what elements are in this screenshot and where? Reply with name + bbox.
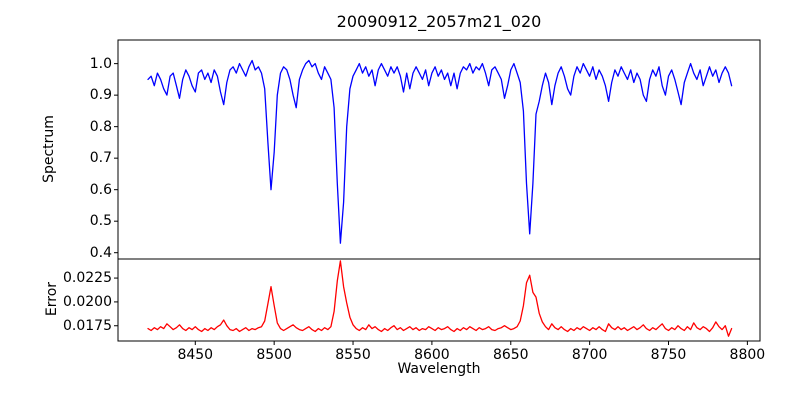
x-tick-label: 8550 <box>335 347 371 363</box>
spectrum-y-tick-label: 1.0 <box>89 55 112 72</box>
error-y-tick-label: 0.0225 <box>63 270 112 287</box>
spectrum-y-tick-label: 0.6 <box>89 181 112 198</box>
chart-title: 20090912_2057m21_020 <box>336 12 542 31</box>
spectrum-y-tick-label: 0.7 <box>89 150 112 167</box>
x-tick-label: 8450 <box>177 347 214 363</box>
error-panel-frame <box>117 258 761 342</box>
error-line <box>147 260 733 337</box>
x-axis-label: Wavelength <box>397 361 481 377</box>
x-tick-label: 8600 <box>414 347 450 363</box>
error-y-tick-label: 0.0175 <box>63 317 112 334</box>
spectrum-panel-frame <box>117 39 761 260</box>
spectrum-y-tick-label: 0.9 <box>89 87 112 104</box>
x-tick-label: 8750 <box>650 347 687 363</box>
x-tick-label: 8700 <box>571 347 608 363</box>
spectrum-y-tick-label: 0.8 <box>89 118 112 135</box>
spectrum-y-tick-label: 0.5 <box>89 213 112 230</box>
spectrum-line <box>147 59 733 244</box>
spectrum-y-tick-label: 0.4 <box>89 244 112 261</box>
x-tick-label: 8650 <box>492 347 529 363</box>
x-tick-label: 8500 <box>256 347 292 363</box>
x-tick-label: 8800 <box>729 347 766 363</box>
error-y-tick-label: 0.0200 <box>63 293 112 310</box>
